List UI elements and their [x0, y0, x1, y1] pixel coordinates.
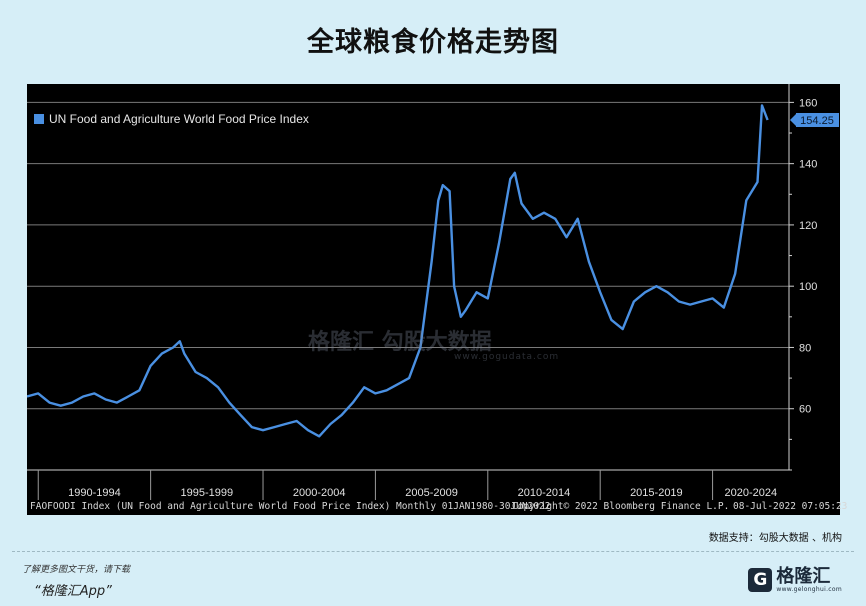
y-tick-label-60: 60	[799, 404, 811, 416]
brand-mark-icon: G	[748, 568, 773, 592]
series-line-0	[27, 104, 769, 438]
legend: UN Food and Agriculture World Food Price…	[34, 112, 309, 126]
x-tick-label-2015-2019: 2015-2019	[630, 487, 683, 499]
line-chart: 60 80 100 120 140 160 1990-1994 1995-1999 2000-2…	[27, 84, 839, 500]
chart-panel: 60 80 100 120 140 160 1990-1994 1995-1999 2000-2…	[27, 84, 847, 515]
brand-name: 格隆汇	[776, 565, 831, 587]
data-source-note: 数据支持：勾股大数据 、机构	[708, 533, 842, 544]
brand-logo: G 格隆汇 www.gelonghui.com	[748, 566, 842, 594]
footer-copyright: Copyright© 2022 Bloomberg Finance L.P.	[512, 501, 730, 512]
y-tick-label-80: 80	[799, 342, 811, 354]
last-value-label: 154.25	[800, 115, 834, 127]
last-value-box	[796, 112, 839, 127]
y-tick-label-160: 160	[799, 97, 817, 109]
x-tick-label-2000-2004: 2000-2004	[293, 487, 346, 499]
y-tick-label-140: 140	[799, 159, 817, 171]
chart-title: 全球粮食价格走势图	[307, 27, 559, 58]
footer-index-description: FAOFOODI Index (UN Food and Agriculture …	[30, 501, 551, 512]
x-tick-label-2010-2014: 2010-2014	[518, 487, 571, 499]
download-tip: 了解更多图文干货，请下载	[22, 565, 131, 575]
watermark: 格隆汇 勾股大数据 www.gogudata.com	[308, 324, 558, 362]
brand-url: www.gelonghui.com	[776, 585, 842, 593]
footer-timestamp: 08-Jul-2022 07:05:23	[733, 501, 848, 512]
x-tick-label-1990-1994: 1990-1994	[68, 487, 121, 499]
x-tick-label-2020-2024: 2020-2024	[724, 487, 777, 499]
x-tick-label-1995-1999: 1995-1999	[181, 487, 234, 499]
last-value-pointer	[790, 113, 796, 126]
watermark-url: www.gogudata.com	[454, 352, 560, 362]
y-tick-label-100: 100	[799, 281, 817, 293]
y-tick-label-120: 120	[799, 220, 817, 232]
legend-swatch	[34, 114, 44, 124]
app-name: “格隆汇App”	[34, 584, 112, 599]
divider	[12, 551, 854, 552]
x-tick-label-2005-2009: 2005-2009	[405, 487, 458, 499]
watermark-text: 格隆汇 勾股大数据	[308, 330, 492, 355]
legend-label: UN Food and Agriculture World Food Price…	[49, 112, 309, 126]
